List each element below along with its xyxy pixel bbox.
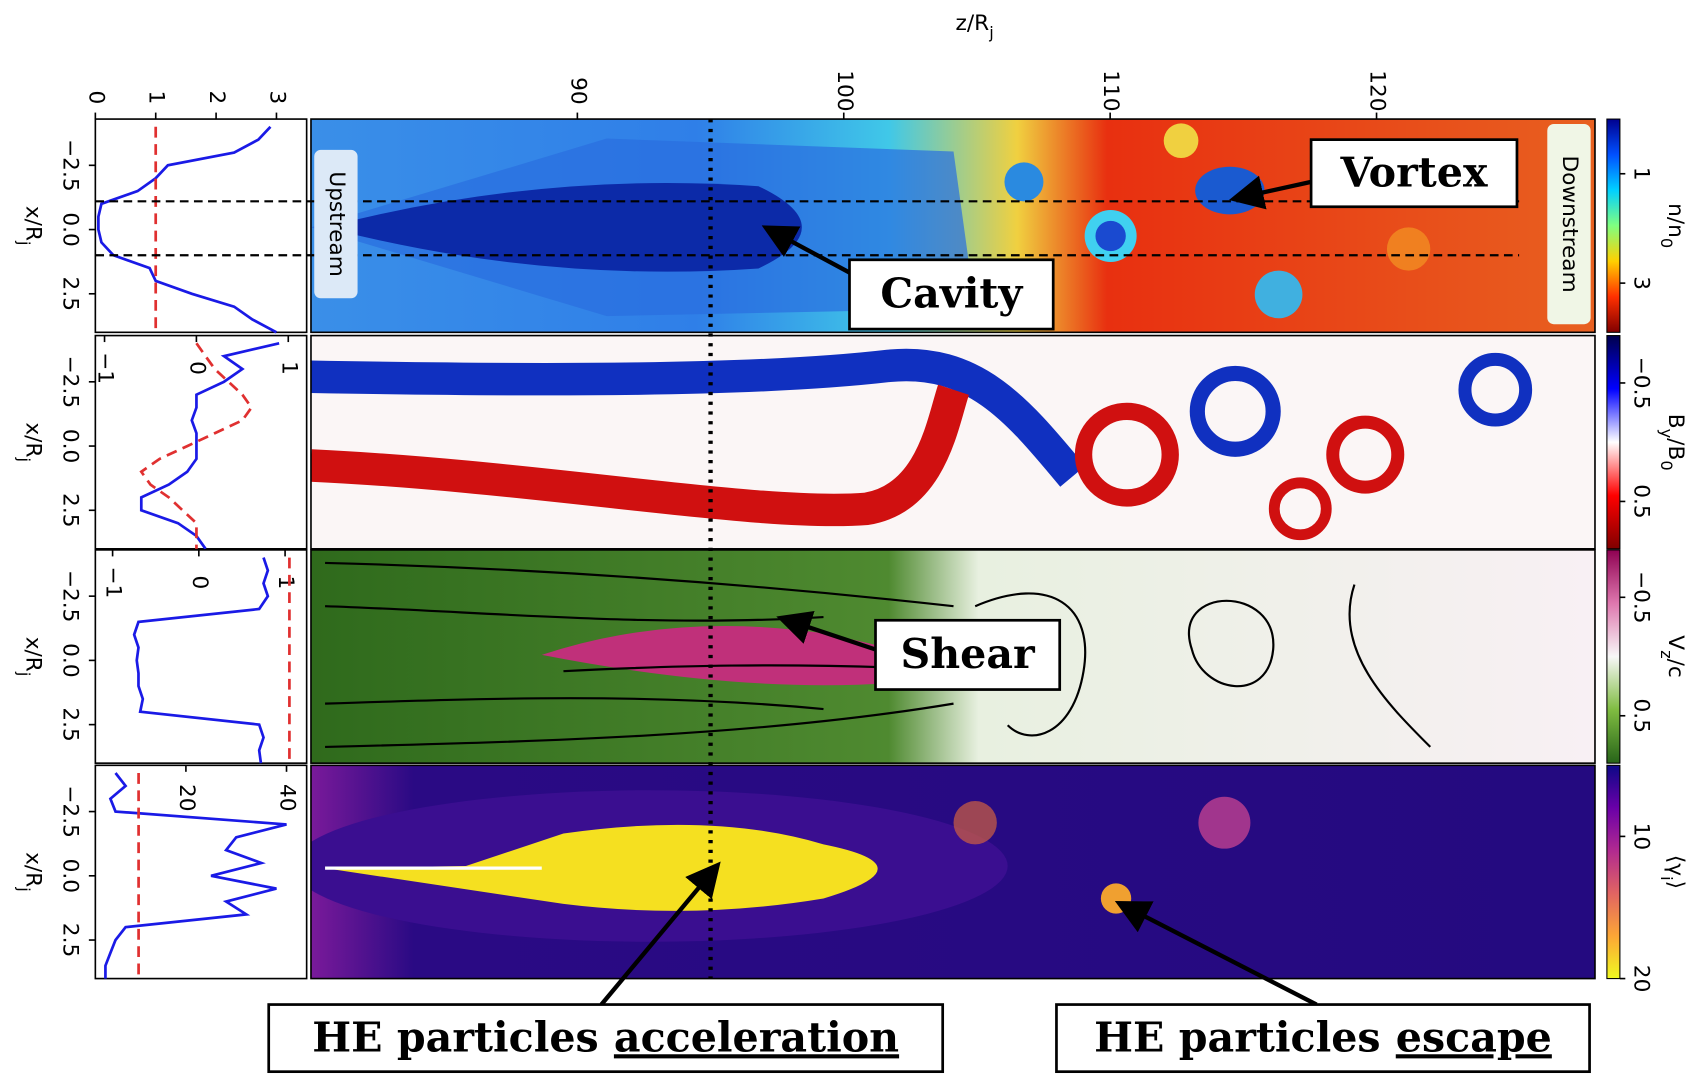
x-axis-label-part: z/R [956, 11, 990, 36]
colorbar-label-sub: 0 [1657, 238, 1676, 248]
x-tick-label: 1 [144, 91, 169, 105]
colorbar-label: n/n0 [1657, 203, 1688, 248]
y-tick-label: 0.0 [57, 859, 82, 893]
profile-line [98, 127, 276, 333]
colorbar-label-sub: y [1657, 429, 1676, 439]
annotation-label: Downstream [1557, 155, 1582, 292]
colorbar [1607, 765, 1620, 978]
colorbar-tick-label: 10 [1628, 823, 1653, 851]
colorbar-label-part: /c [1663, 659, 1688, 678]
colorbar-label-sub: z [1657, 650, 1676, 659]
y-axis-label: x/Rj [14, 206, 45, 246]
colorbar-tick-label: 0.5 [1628, 699, 1653, 733]
figure: 0123−2.50.02.5x/Rj−101−2.50.02.5x/Rj−101… [0, 0, 1699, 1076]
x-tick-label: 0 [184, 361, 209, 375]
y-tick-label: 0.0 [57, 429, 82, 463]
colorbar-tick-label: 1 [1628, 167, 1653, 181]
x-tick-label: 110 [1098, 70, 1123, 111]
y-tick-label: 2.5 [57, 923, 82, 957]
x-tick-label: −1 [101, 566, 126, 598]
colorbar-label: ⟨γi⟩ [1657, 855, 1688, 889]
x-tick-label: 120 [1365, 70, 1390, 111]
annotation-text: HE particles [312, 1012, 598, 1061]
x-tick-label: 3 [264, 91, 289, 105]
y-axis-label-sub: j [14, 457, 33, 463]
x-axis-label-sub: j [988, 23, 994, 42]
x-tick-label: 1 [273, 575, 298, 589]
profile-line [141, 343, 279, 549]
colorbar-label-part: ⟨γ [1663, 855, 1688, 876]
colorbar-tick-label: 3 [1628, 276, 1653, 290]
y-tick-label: 0.0 [57, 643, 82, 677]
colorbar [1607, 550, 1620, 763]
colorbar [1607, 119, 1620, 332]
y-axis-label: x/Rj [14, 637, 45, 677]
colorbar-tick-label: 0.5 [1628, 484, 1653, 518]
x-axis-label: z/Rj [956, 11, 994, 42]
y-axis-label: x/Rj [14, 852, 45, 892]
y-axis-label: x/Rj [14, 422, 45, 462]
lorentz-factor-map [293, 765, 1595, 978]
x-tick-label: 40 [275, 784, 300, 812]
x-tick-label: 20 [174, 784, 199, 812]
annotation-label: Cavity [880, 268, 1023, 317]
y-tick-label: −2.5 [57, 356, 82, 409]
annotation-label: HE particles escape [1094, 1012, 1552, 1061]
colorbar-tick-label: −0.5 [1628, 571, 1653, 624]
colorbar-label-part: V [1663, 635, 1688, 650]
magnetic-field-map [311, 336, 1595, 549]
y-tick-label: 2.5 [57, 707, 82, 741]
annotation-underlined: escape [1396, 1012, 1552, 1061]
colorbar-label-part: B [1663, 414, 1688, 429]
colorbar-label-part: ⟩ [1663, 881, 1688, 889]
x-tick-label: 1 [276, 361, 301, 375]
y-tick-label: −2.5 [57, 139, 82, 192]
x-tick-label: 2 [204, 91, 229, 105]
y-axis-label-sub: j [14, 671, 33, 677]
colorbar-tick-label: 20 [1628, 965, 1653, 993]
y-axis-label-part: x/R [21, 852, 46, 887]
y-tick-label: 2.5 [57, 277, 82, 311]
y-axis-label-part: x/R [21, 637, 46, 672]
annotation-text: Vortex [1340, 147, 1489, 196]
profile-frame [95, 119, 306, 332]
colorbar [1607, 336, 1620, 549]
x-tick-label: 100 [832, 70, 857, 111]
y-tick-label: −2.5 [57, 570, 82, 623]
y-axis-label-part: x/R [21, 206, 46, 241]
annotation-text: Cavity [880, 268, 1023, 317]
x-tick-label: 0 [83, 91, 108, 105]
annotation-label: Shear [901, 629, 1037, 678]
colorbar-tick-label: −0.5 [1628, 357, 1653, 410]
colorbar-label-sub: 0 [1657, 460, 1676, 470]
x-tick-label: −1 [93, 352, 118, 384]
y-tick-label: −2.5 [57, 785, 82, 838]
annotation-underlined: acceleration [614, 1012, 899, 1061]
annotation-text: HE particles [1094, 1012, 1380, 1061]
colorbar-label-part: n/n [1663, 203, 1688, 238]
annotation-text: Shear [901, 629, 1037, 678]
y-tick-label: 0.0 [57, 212, 82, 246]
colorbar-label: By/B0 [1657, 414, 1688, 471]
colorbar-label: Vz/c [1657, 635, 1688, 678]
y-axis-label-sub: j [14, 886, 33, 892]
annotation-label: Upstream [324, 171, 349, 276]
y-axis-label-part: x/R [21, 422, 46, 457]
annotation-label: Vortex [1340, 147, 1489, 196]
x-tick-label: 0 [187, 575, 212, 589]
x-tick-label: 90 [565, 77, 590, 105]
colorbar-label-part: /B [1663, 438, 1688, 460]
y-axis-label-sub: j [14, 240, 33, 246]
y-tick-label: 2.5 [57, 493, 82, 527]
